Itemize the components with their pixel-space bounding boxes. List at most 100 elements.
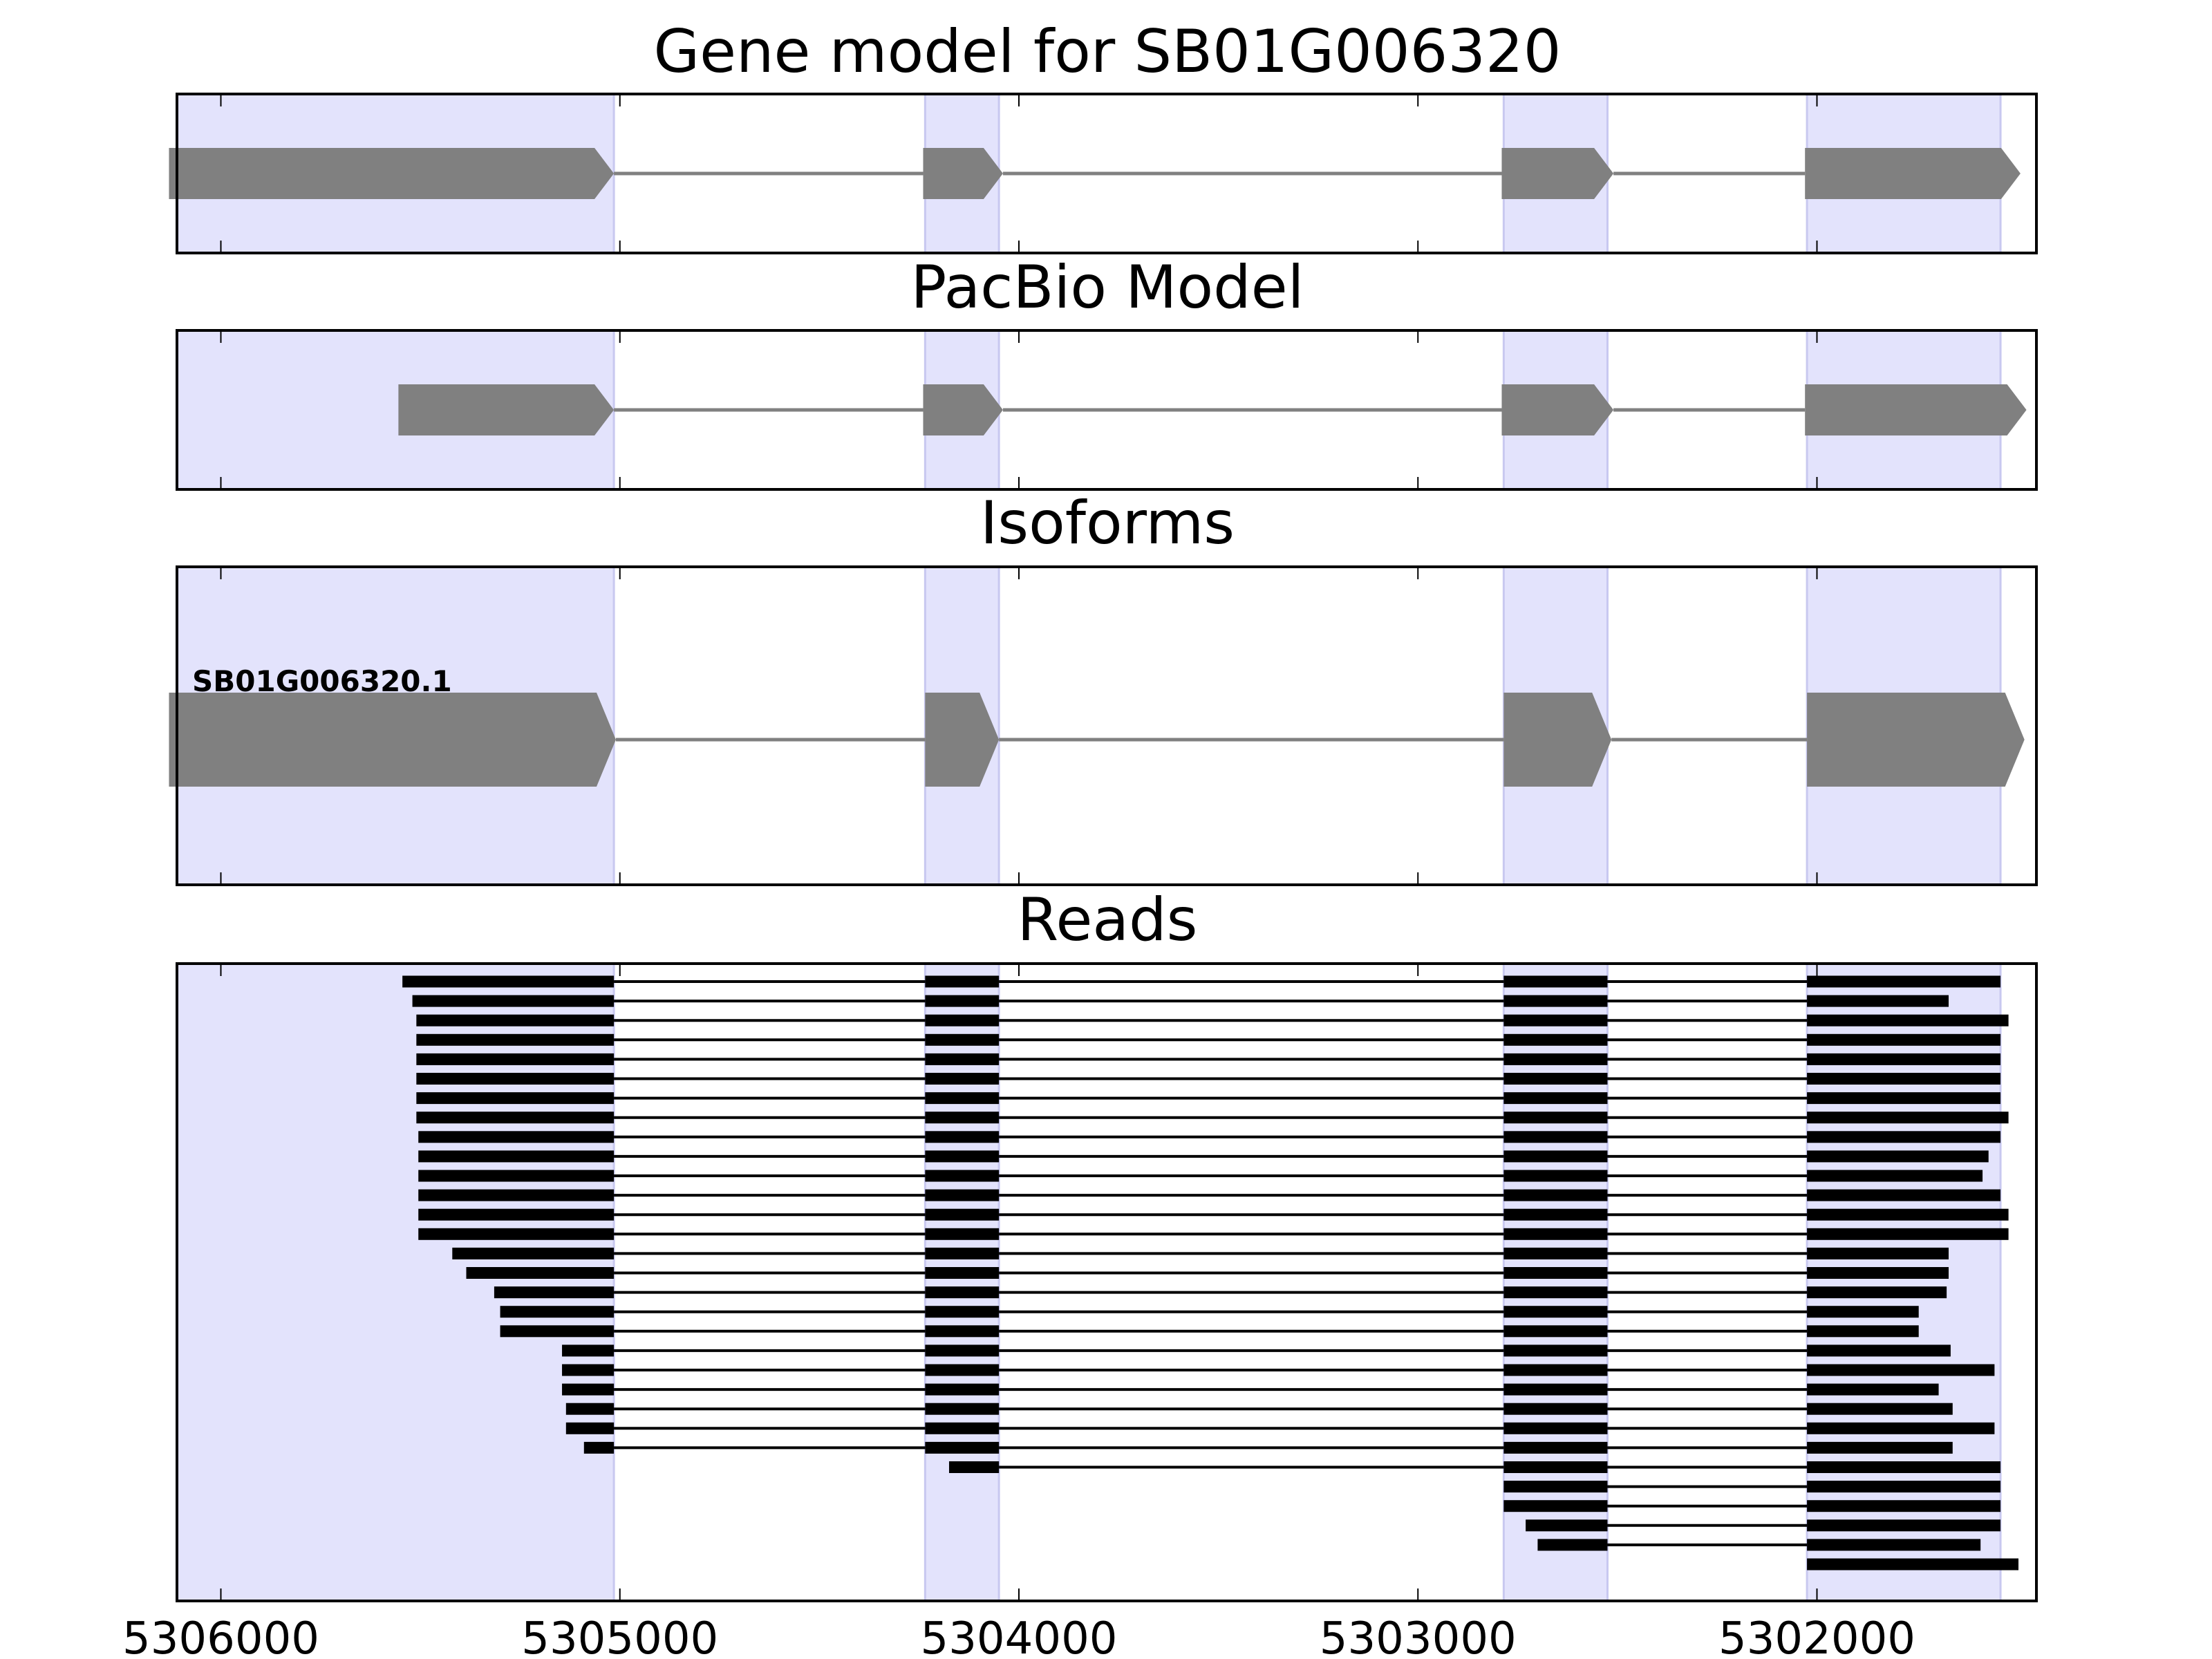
read-block-2 [925,1306,1000,1318]
read-block-2 [925,995,1000,1007]
read-block-1 [948,1461,1000,1473]
panel-gene-model: Gene model for SB01G006320 [169,17,2038,254]
read-block-3 [1503,1170,1608,1182]
read-block-2 [925,1228,1000,1240]
read-block-3 [1503,1189,1608,1201]
gene-track-1-exon-4 [1805,384,2027,435]
read-block-2 [925,1092,1000,1105]
read-block-1 [562,1383,615,1396]
read-block-1 [416,1014,615,1027]
x-tick-label-5305000: 5305000 [521,1613,718,1659]
read-block-4 [1807,1306,1919,1318]
read-block-4 [1807,1325,1919,1338]
gene-track-1-exon-2 [923,384,1003,435]
gene-track-1-exon-3 [1503,693,1612,787]
read-block-2 [925,1053,1000,1065]
panel-title-isoforms: Isoforms [980,489,1235,558]
read-block-1 [418,1189,615,1201]
read-9 [418,1131,2001,1143]
read-block-3 [1503,1383,1608,1396]
read-block-3 [1503,1267,1608,1279]
read-23 [565,1403,1953,1415]
read-block-1 [1537,1539,1608,1551]
x-axis-tick-labels: 5306000 5305000 5304000 5303000 5302000 [122,1613,1915,1659]
read-block-2 [1807,1519,2001,1532]
read-block-2 [1503,1461,1608,1473]
read-24 [565,1422,1995,1434]
gene-track-1-exon-1 [169,693,616,787]
read-block-2 [925,1014,1000,1027]
x-tick-label-5302000: 5302000 [1718,1613,1915,1659]
read-26 [948,1461,2001,1473]
read-block-1 [562,1364,615,1376]
read-block-4 [1807,1286,1947,1299]
read-27 [1503,1481,2001,1493]
read-block-2 [925,1441,1000,1454]
read-block-4 [1807,1131,2001,1143]
axes-reads [176,962,2038,1602]
read-block-2 [1807,1481,2001,1493]
read-block-1 [416,1112,615,1124]
axes-gene-model [169,93,2038,254]
gene-track-1-exon-4 [1807,693,2025,787]
read-block-1 [418,1228,615,1240]
read-block-3 [1503,1228,1608,1240]
read-29 [1526,1519,2001,1532]
gene-track-1-exon-2 [925,693,1000,787]
read-block-4 [1807,1189,2001,1201]
read-block-2 [925,1073,1000,1085]
x-tick-label-5306000: 5306000 [122,1613,319,1659]
read-block-2 [925,1189,1000,1201]
read-2 [412,995,1949,1007]
read-block-2 [1807,1539,1981,1551]
gene-track-1-exon-1 [169,148,615,199]
read-20 [562,1344,1951,1357]
axes-frame [176,565,2038,886]
read-15 [452,1247,1949,1259]
read-30 [1537,1539,1981,1551]
read-5 [416,1053,2001,1065]
read-block-1 [565,1422,615,1434]
read-block-3 [1503,1014,1608,1027]
gene-track-1-exon-4 [1805,148,2021,199]
gene-track-1-exon-3 [1501,384,1614,435]
panel-isoforms: Isoforms SB01G006320.1 [169,489,2038,886]
read-block-2 [925,1033,1000,1046]
gene-track-1-exon-2 [923,148,1003,199]
read-22 [562,1383,1939,1396]
read-block-4 [1807,1403,1953,1415]
read-block-4 [1807,1170,1983,1182]
read-block-1 [1807,1558,2019,1571]
read-block-1 [466,1267,615,1279]
read-25 [583,1441,1953,1454]
read-block-4 [1807,1150,1989,1163]
read-block-4 [1807,1092,2001,1105]
read-block-1 [418,1208,615,1221]
read-block-1 [1526,1519,1608,1532]
read-block-4 [1807,1364,1995,1376]
read-28 [1503,1500,2001,1512]
read-block-3 [1503,1344,1608,1357]
read-block-3 [1503,1441,1608,1454]
read-1 [402,975,2001,988]
read-21 [562,1364,1995,1376]
read-block-1 [418,1170,615,1182]
read-block-2 [925,1325,1000,1338]
read-block-2 [925,1247,1000,1259]
read-10 [418,1150,1989,1163]
read-block-1 [500,1306,615,1318]
read-block-4 [1807,1441,1953,1454]
read-14 [418,1228,2009,1240]
x-tick-label-5304000: 5304000 [920,1613,1117,1659]
read-block-4 [1807,1053,2001,1065]
read-block-3 [1503,1092,1608,1105]
read-block-1 [402,975,615,988]
read-block-3 [1503,1286,1608,1299]
read-block-3 [1503,1073,1608,1085]
read-block-1 [565,1403,615,1415]
read-block-1 [412,995,615,1007]
read-block-4 [1807,1344,1951,1357]
read-block-4 [1807,1033,2001,1046]
read-block-2 [925,1286,1000,1299]
read-block-4 [1807,1267,1949,1279]
